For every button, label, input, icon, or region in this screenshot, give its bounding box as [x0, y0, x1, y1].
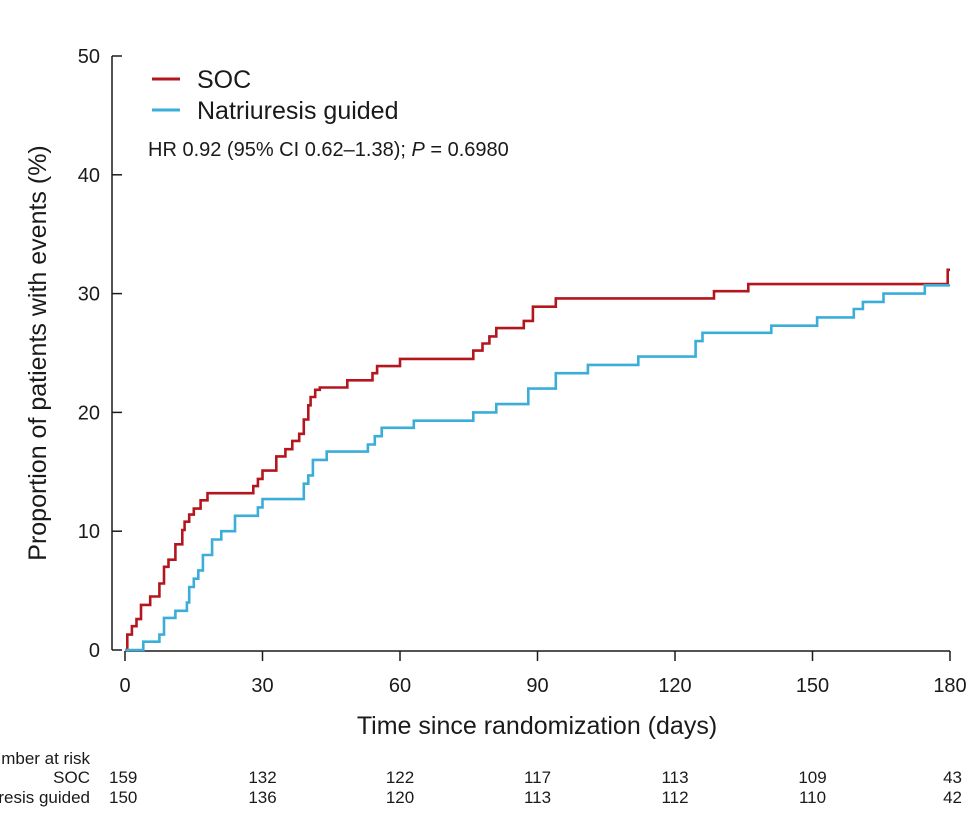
x-axis: 0 30 60 90 120 150 180	[119, 650, 967, 697]
series-line-natriuresis-guided	[125, 284, 950, 652]
risk-cell: 136	[248, 788, 276, 807]
x-axis-title: Time since randomization (days)	[357, 712, 717, 740]
x-tick-label: 0	[119, 675, 130, 697]
x-tick-label: 30	[251, 675, 273, 697]
risk-cell: 120	[386, 788, 414, 807]
legend-label: SOC	[197, 66, 251, 94]
legend-label: Natriuresis guided	[197, 97, 399, 125]
y-tick-label: 10	[78, 521, 100, 543]
x-tick-label: 120	[658, 675, 691, 697]
series-layer	[125, 268, 950, 652]
risk-cell: 112	[661, 788, 688, 807]
y-tick-label: 20	[78, 402, 100, 424]
y-tick-label: 0	[89, 640, 100, 662]
p-value: = 0.6980	[425, 139, 509, 161]
x-tick-label: 180	[933, 675, 966, 697]
risk-cell: 132	[248, 768, 276, 787]
risk-table-title: Number at risk	[0, 749, 90, 768]
risk-cell: 110	[799, 788, 826, 807]
y-tick-label: 30	[78, 284, 100, 306]
p-label: P	[411, 139, 425, 161]
x-tick-label: 60	[389, 675, 411, 697]
risk-cell: 109	[798, 768, 826, 787]
risk-cell: 150	[109, 788, 137, 807]
y-tick-label: 40	[78, 165, 100, 187]
y-tick-label: 50	[78, 46, 100, 68]
y-axis-title: Proportion of patients with events (%)	[24, 145, 52, 560]
hr-ci-text: HR 0.92 (95% CI 0.62–1.38);	[148, 139, 411, 161]
risk-cell: 42	[943, 788, 962, 807]
risk-cell: 113	[661, 768, 688, 787]
risk-cell: 113	[524, 788, 551, 807]
risk-cell: 117	[524, 768, 551, 787]
y-axis: 0 10 20 30 40 50	[78, 46, 122, 662]
risk-cell: 122	[386, 768, 414, 787]
risk-cell: 159	[109, 768, 137, 787]
number-at-risk-table: Number at riskSOC15913212211711310943Nat…	[0, 749, 962, 807]
legend: SOC Natriuresis guided	[152, 66, 399, 125]
risk-cell: 43	[943, 768, 962, 787]
risk-row-label: Natriuresis guided	[0, 788, 90, 807]
x-tick-label: 90	[526, 675, 548, 697]
x-tick-label: 150	[796, 675, 829, 697]
hazard-ratio-annotation: HR 0.92 (95% CI 0.62–1.38); P = 0.6980	[148, 139, 509, 161]
series-line-soc	[125, 268, 950, 652]
risk-row-label: SOC	[53, 768, 90, 787]
